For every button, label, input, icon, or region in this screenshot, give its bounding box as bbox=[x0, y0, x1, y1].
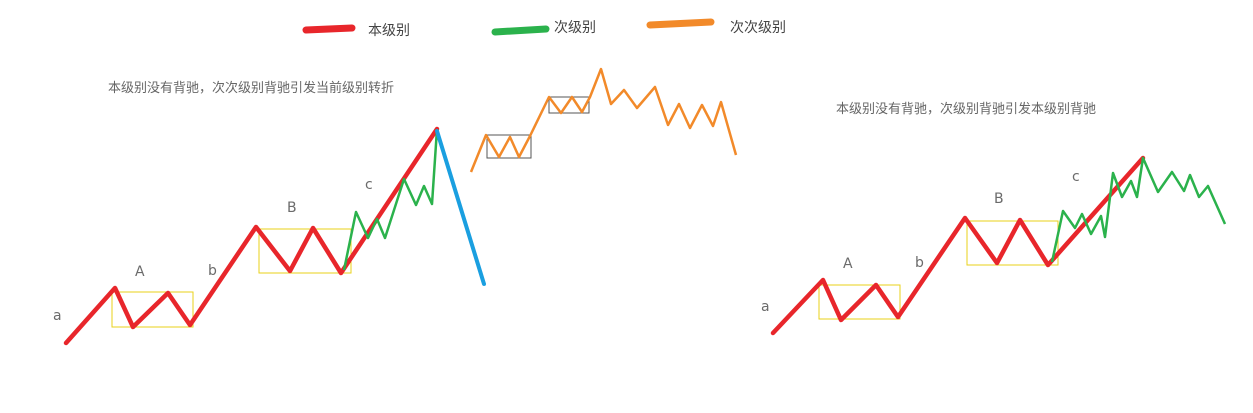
right-label-A: A bbox=[843, 256, 853, 272]
legend-swatch-main bbox=[302, 24, 356, 34]
left-label-a: a bbox=[53, 308, 62, 324]
right-label-a: a bbox=[761, 299, 770, 315]
left-caption: 本级别没有背驰，次次级别背驰引发当前级别转折 bbox=[108, 80, 394, 96]
right-label-b: b bbox=[915, 255, 924, 271]
right-caption: 本级别没有背驰，次级别背驰引发本级别背驰 bbox=[836, 101, 1096, 117]
right-label-B: B bbox=[994, 191, 1004, 207]
left-center-box-A bbox=[111, 291, 194, 328]
left-main-trend-line bbox=[63, 126, 440, 346]
left-center-box-B bbox=[258, 228, 352, 274]
right-center-box-A bbox=[818, 284, 901, 320]
right-sub-wave-line bbox=[1050, 156, 1227, 263]
legend: 本级别 次级别 次次级别 bbox=[302, 18, 786, 39]
legend-swatch-sub bbox=[491, 25, 550, 36]
legend-label-main: 本级别 bbox=[368, 23, 410, 39]
left-label-c: c bbox=[365, 177, 373, 193]
subsub-center-box-2 bbox=[548, 96, 590, 114]
left-label-b: b bbox=[208, 263, 217, 279]
legend-label-subsub: 次次级别 bbox=[730, 20, 786, 36]
left-diagram: 本级别没有背驰，次次级别背驰引发当前级别转折 a A b B c bbox=[53, 67, 738, 346]
subsub-wave-line bbox=[469, 67, 738, 173]
left-reversal-line bbox=[435, 129, 486, 286]
left-label-B: B bbox=[287, 200, 297, 216]
left-sub-wave-line bbox=[342, 128, 439, 271]
legend-swatch-subsub bbox=[646, 18, 715, 29]
legend-label-sub: 次级别 bbox=[554, 20, 596, 36]
right-label-c: c bbox=[1072, 169, 1080, 185]
right-center-box-B bbox=[966, 220, 1059, 266]
right-main-trend-line bbox=[770, 155, 1146, 336]
subsub-center-box-1 bbox=[486, 134, 532, 159]
right-diagram: 本级别没有背驰，次级别背驰引发本级别背驰 a A b B c bbox=[761, 101, 1227, 336]
left-label-A: A bbox=[135, 264, 145, 280]
